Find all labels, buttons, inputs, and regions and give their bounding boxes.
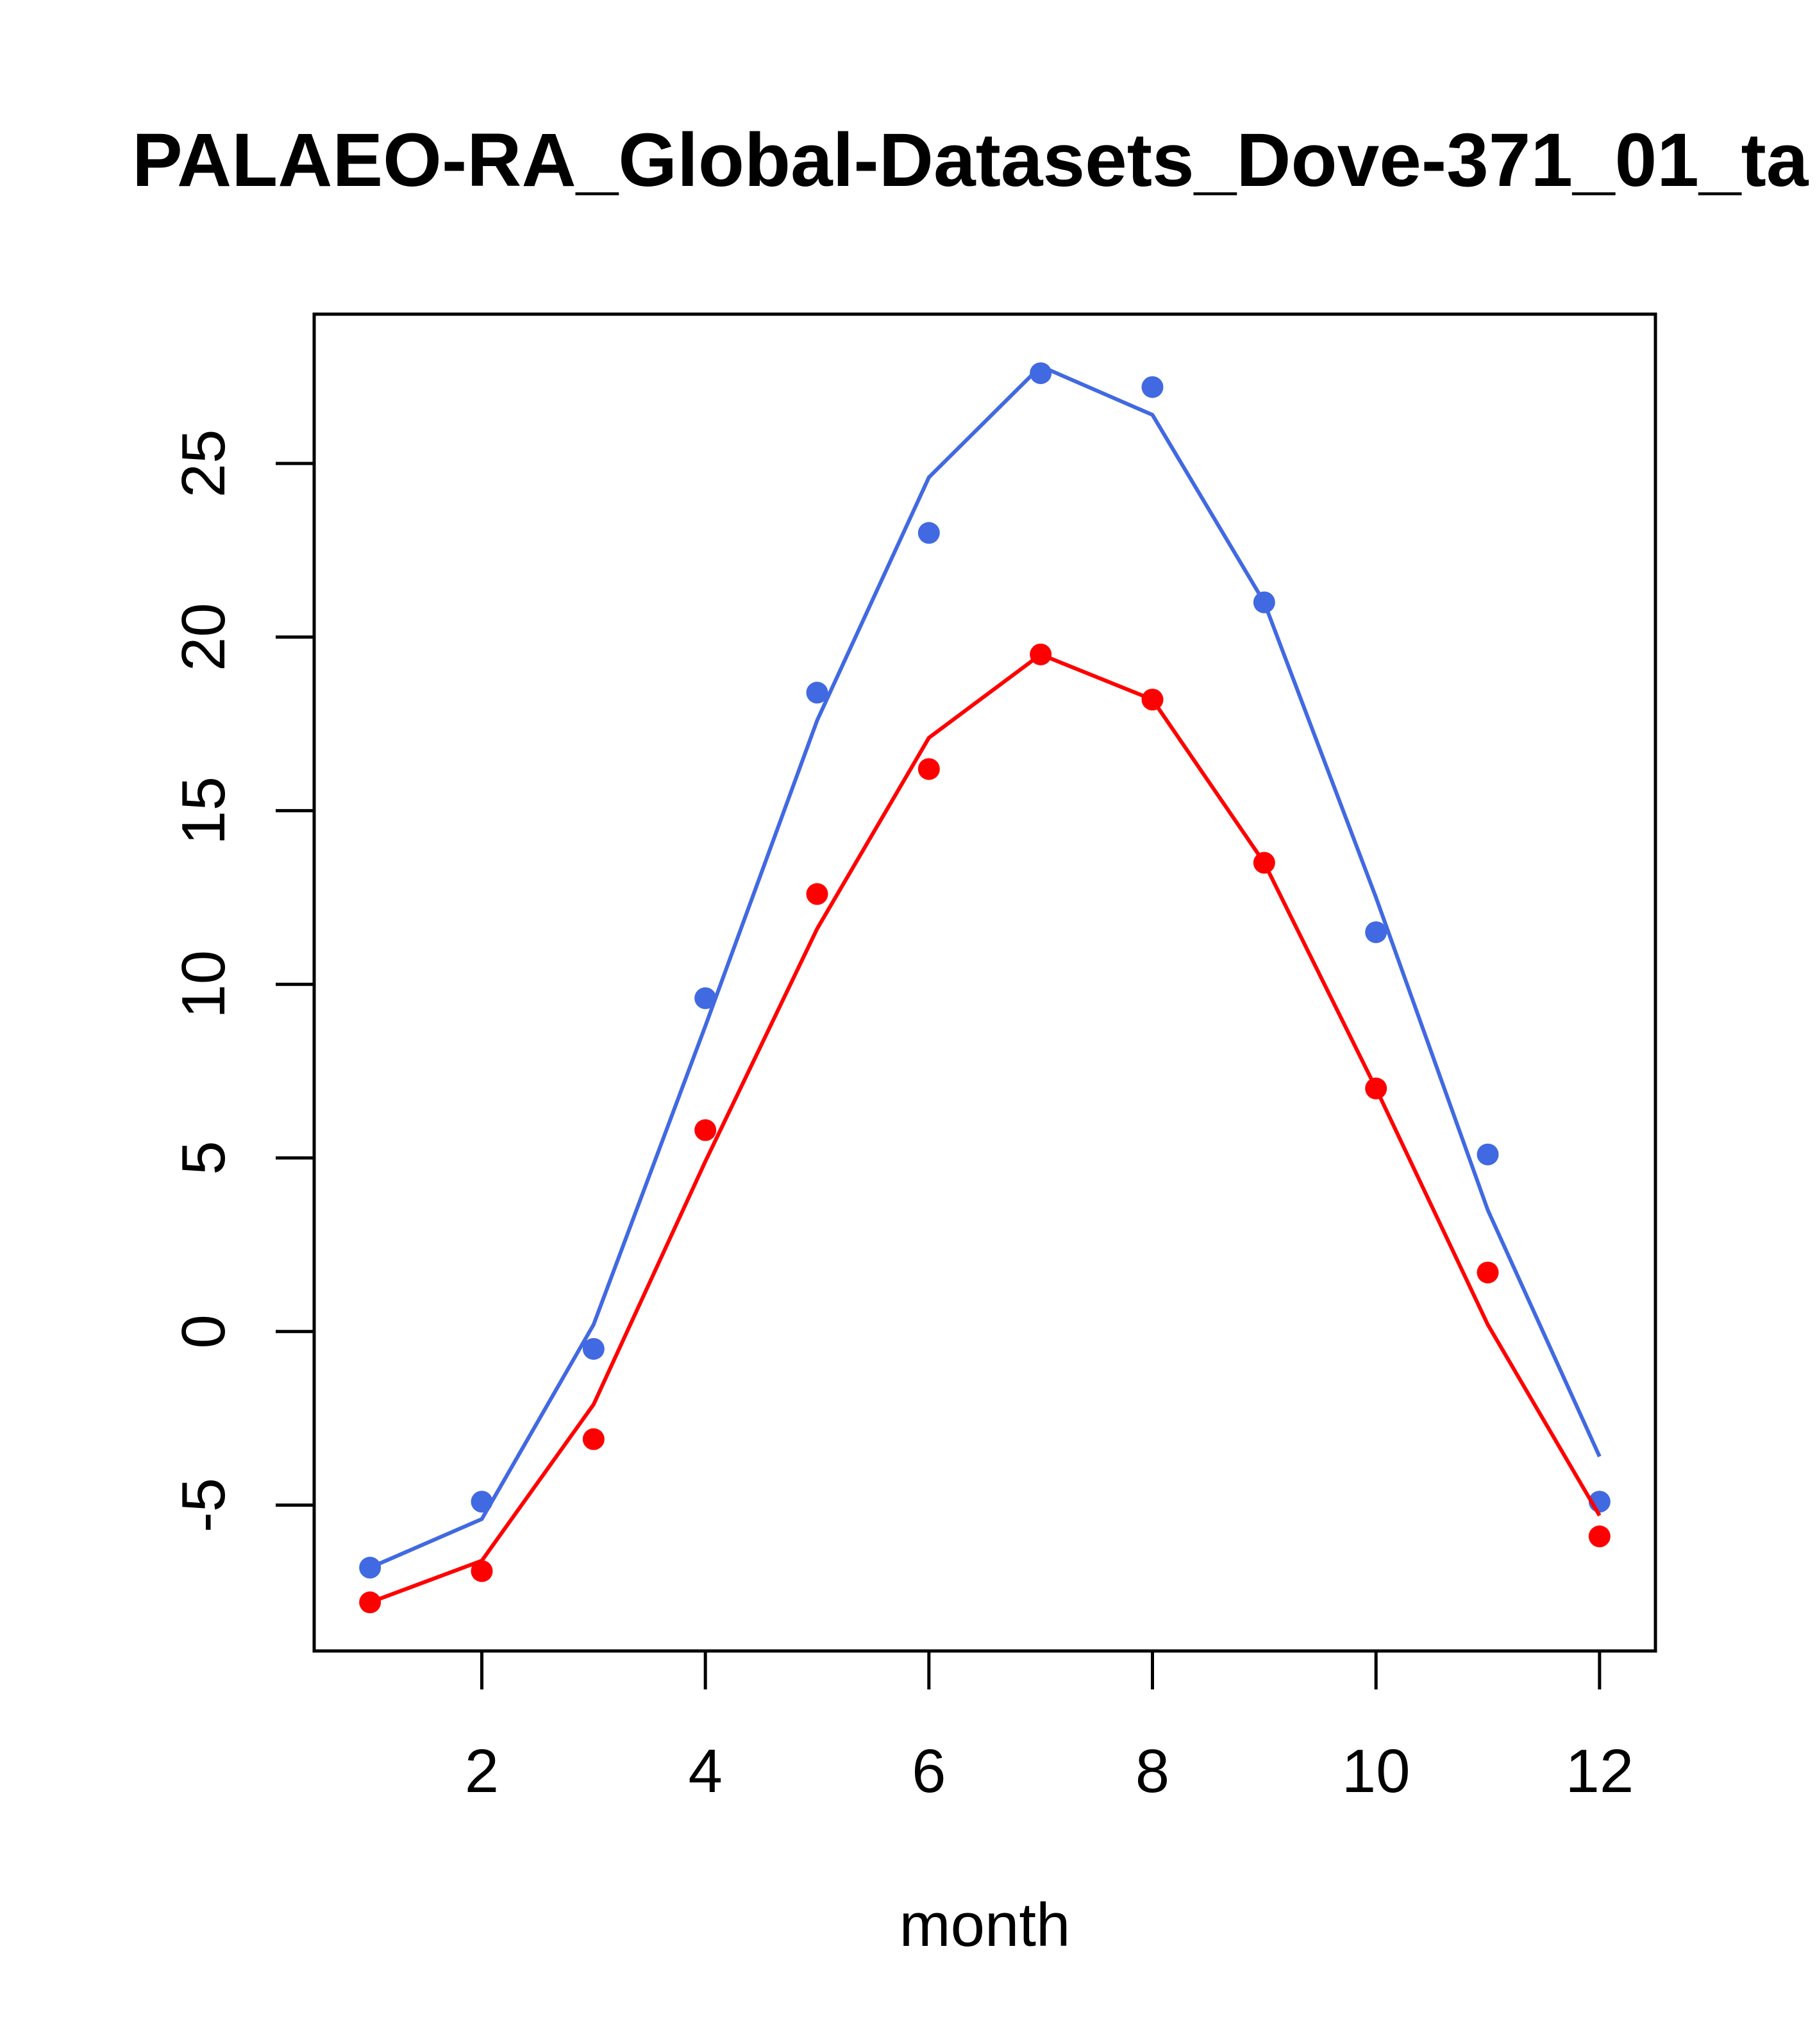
x-tick-label: 10 xyxy=(1342,1737,1411,1805)
y-tick-label: -5 xyxy=(169,1478,238,1532)
series-red-points xyxy=(359,643,1611,1614)
x-axis-title: month xyxy=(900,1891,1071,1959)
x-tick-label: 2 xyxy=(465,1737,499,1805)
data-point xyxy=(1141,376,1164,398)
data-point xyxy=(806,682,828,704)
data-point xyxy=(1588,1525,1611,1548)
series-line xyxy=(369,364,1602,1570)
x-tick-label: 6 xyxy=(912,1737,946,1805)
data-point xyxy=(806,883,828,905)
series-layer xyxy=(359,362,1611,1614)
series-red-line xyxy=(369,652,1602,1604)
x-tick-label: 4 xyxy=(688,1737,722,1805)
series-line xyxy=(369,652,1602,1604)
series-blue-points xyxy=(359,362,1611,1579)
y-tick-label: 25 xyxy=(169,429,238,498)
chart-title: PALAEO-RA_Global-Datasets_Dove-371_01_ta xyxy=(132,118,1809,203)
data-point xyxy=(582,1428,605,1450)
data-point xyxy=(694,1119,717,1141)
y-tick-label: 20 xyxy=(169,603,238,671)
plot-frame xyxy=(312,312,1657,1653)
x-tick-label: 12 xyxy=(1565,1737,1634,1805)
y-tick-label: 10 xyxy=(169,950,238,1019)
data-point xyxy=(1477,1261,1499,1284)
data-point xyxy=(694,987,717,1009)
y-tick-label: 0 xyxy=(169,1314,238,1348)
x-tick-label: 8 xyxy=(1135,1737,1169,1805)
data-point xyxy=(1477,1143,1499,1166)
series-blue-line xyxy=(369,364,1602,1570)
data-point xyxy=(917,522,940,544)
data-point xyxy=(582,1337,605,1360)
data-point xyxy=(1365,921,1387,943)
data-point xyxy=(917,758,940,780)
y-axis: -5 0 5 10 15 20 25 xyxy=(169,429,314,1532)
y-tick-label: 15 xyxy=(169,776,238,845)
x-axis: 2 4 6 8 10 12 xyxy=(465,1651,1634,1805)
data-point xyxy=(471,1560,493,1582)
y-tick-label: 5 xyxy=(169,1141,238,1175)
